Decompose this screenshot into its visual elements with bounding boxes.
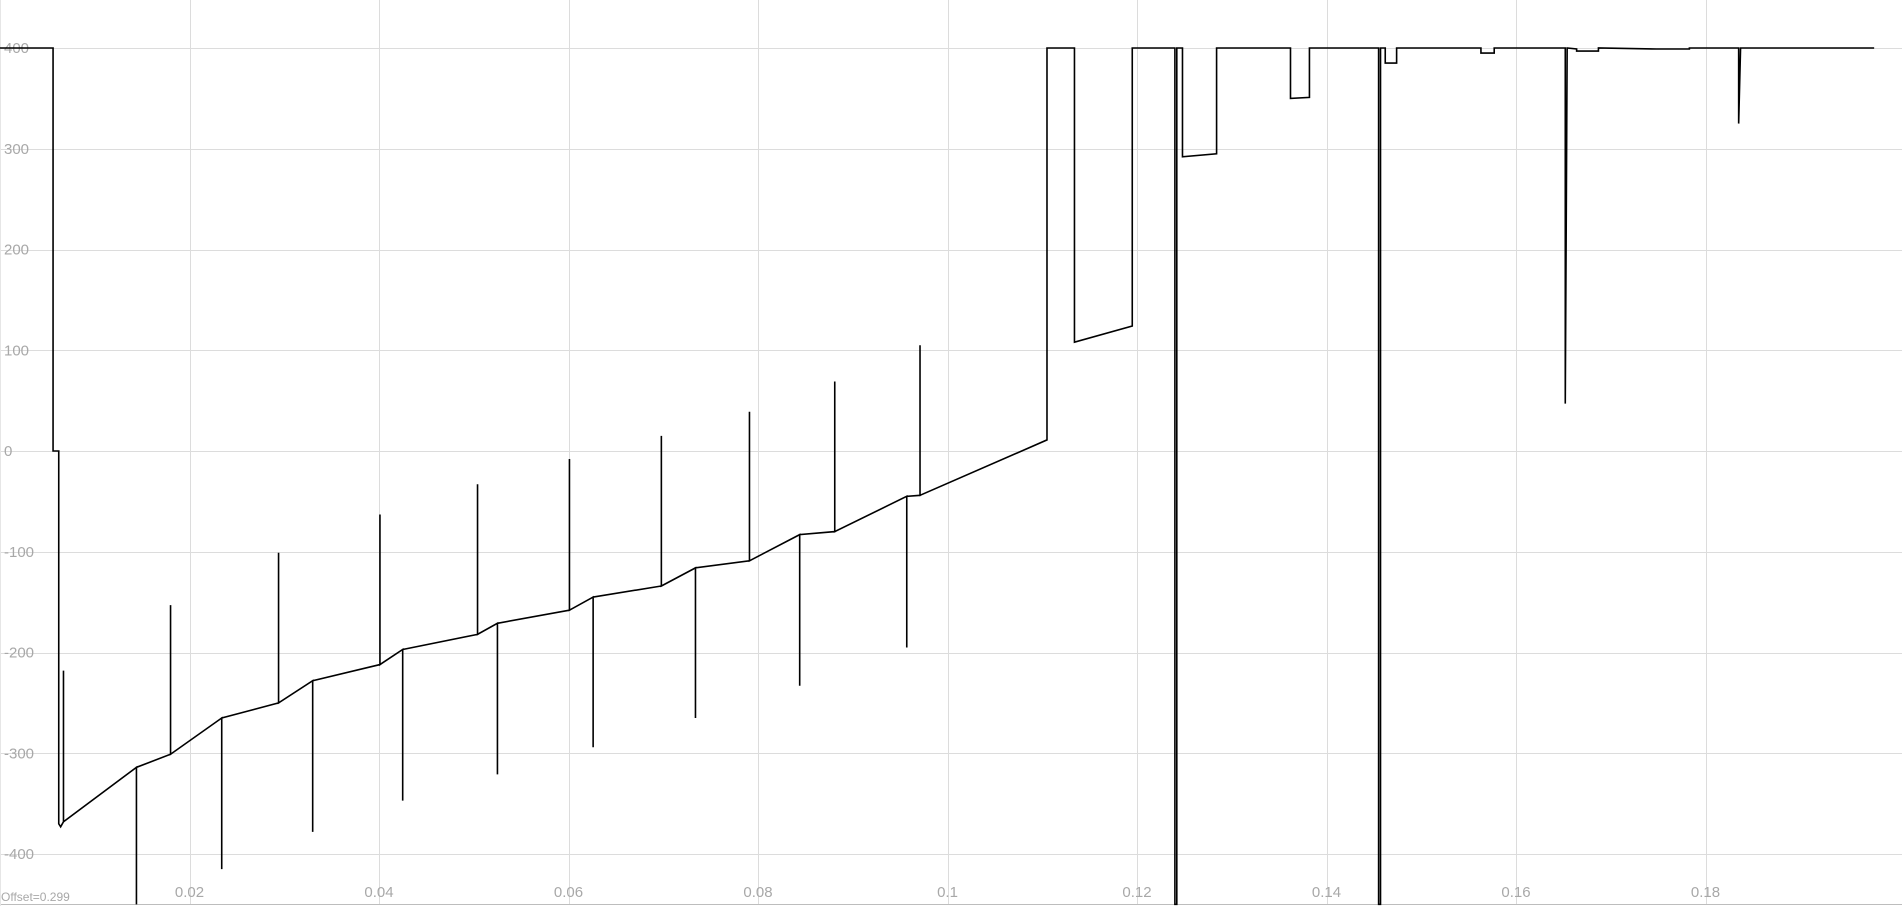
- series-line: [0, 47, 1875, 906]
- x-tick-label: 0.08: [743, 884, 772, 901]
- y-tick-label: 100: [4, 342, 29, 359]
- y-tick-label: 200: [4, 242, 29, 259]
- y-tick-label: -400: [4, 846, 34, 863]
- y-tick-label: -100: [4, 544, 34, 561]
- x-tick-label: 0.14: [1312, 884, 1341, 901]
- x-tick-label: 0.06: [554, 884, 583, 901]
- tick-labels: 0.02 0.04 0.06 0.08 0.1 0.12 0.14 0.16 0.1840030…: [4, 40, 1720, 901]
- x-tick-label: 0.12: [1122, 884, 1151, 901]
- y-tick-label: 0: [4, 443, 12, 460]
- y-tick-label: -300: [4, 745, 34, 762]
- y-tick-label: -200: [4, 645, 34, 662]
- y-tick-label: 300: [4, 141, 29, 158]
- x-tick-label: 0.1: [937, 884, 958, 901]
- x-tick-label: 0.18: [1691, 884, 1720, 901]
- x-tick-label: 0.02: [175, 884, 204, 901]
- x-tick-label: 0.16: [1501, 884, 1530, 901]
- offset-label: Offset=0.299: [1, 890, 70, 904]
- series-layer: [0, 47, 1875, 906]
- x-tick-label: 0.04: [364, 884, 393, 901]
